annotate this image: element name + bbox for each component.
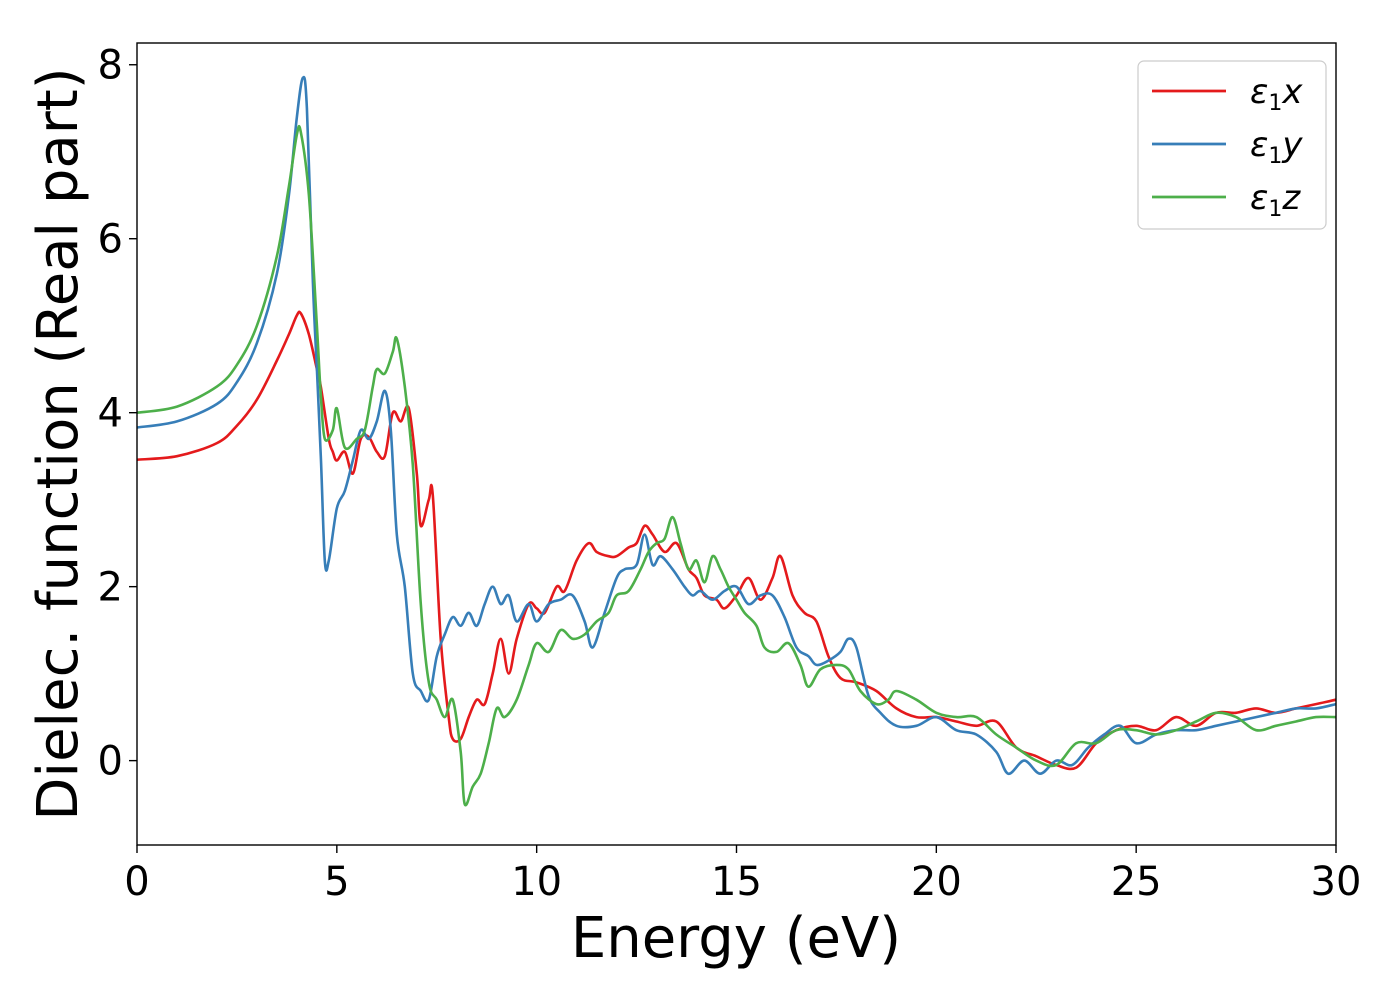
x-tick-label: 30 bbox=[1311, 859, 1362, 905]
series-layer bbox=[136, 75, 1337, 807]
x-axis-title: Energy (eV) bbox=[571, 906, 901, 971]
x-tick-label: 0 bbox=[124, 859, 149, 905]
x-axis: 0 5 10 15 20 25 30 bbox=[124, 845, 1361, 905]
legend-label: ε1y bbox=[1250, 125, 1303, 169]
legend-label: ε1z bbox=[1250, 178, 1301, 222]
y-tick-label: 2 bbox=[98, 565, 123, 611]
x-tick-label: 10 bbox=[511, 859, 562, 905]
plot-area bbox=[137, 43, 1336, 845]
legend-box bbox=[1137, 60, 1327, 230]
y-axis: 0 2 4 6 8 bbox=[98, 43, 137, 785]
y-tick-label: 6 bbox=[98, 217, 123, 263]
x-tick-label: 5 bbox=[324, 859, 349, 905]
series-line-2 bbox=[136, 75, 1337, 775]
x-tick-label: 20 bbox=[911, 859, 962, 905]
series-line-3 bbox=[136, 124, 1337, 807]
y-tick-label: 4 bbox=[98, 391, 123, 437]
legend-label: ε1x bbox=[1250, 72, 1303, 116]
y-tick-label: 8 bbox=[98, 43, 123, 89]
y-tick-label: 0 bbox=[98, 739, 123, 785]
legend: ε1x ε1y ε1z bbox=[1137, 60, 1327, 230]
y-axis-title: Dielec. function (Real part) bbox=[26, 67, 91, 820]
x-tick-label: 25 bbox=[1111, 859, 1162, 905]
x-tick-label: 15 bbox=[711, 859, 762, 905]
